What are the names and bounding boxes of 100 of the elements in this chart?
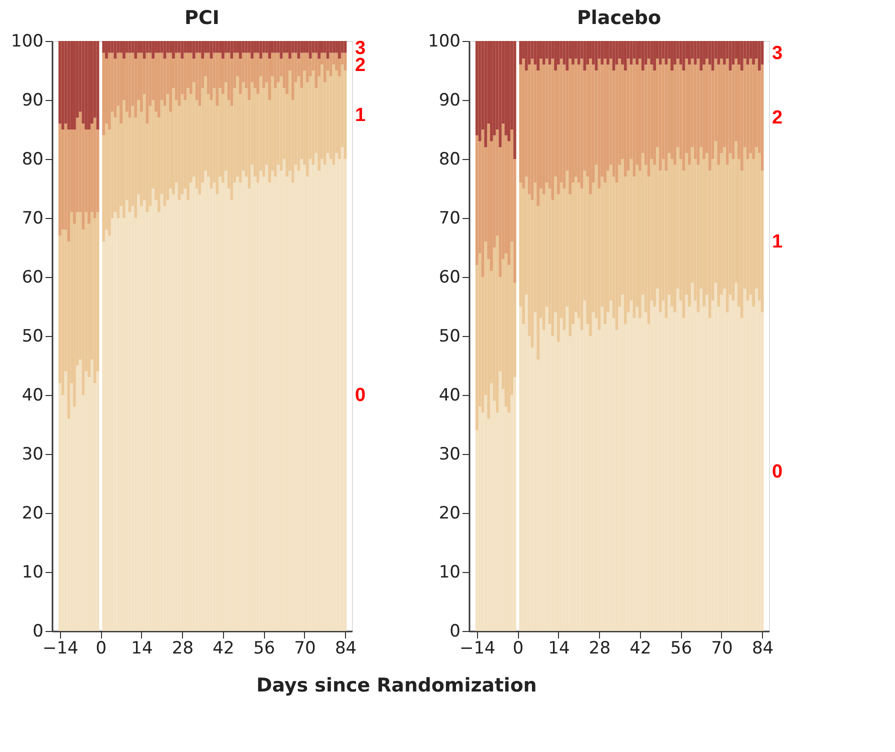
bar — [740, 41, 744, 70]
bar — [230, 41, 234, 59]
bar — [222, 41, 224, 59]
y-tick-label: 0 — [32, 622, 44, 642]
bar — [577, 41, 580, 65]
bar — [172, 88, 175, 194]
x-tick-label: 42 — [212, 638, 234, 658]
y-tick-label: 100 — [11, 32, 44, 52]
bar — [184, 52, 187, 100]
bar — [286, 52, 288, 94]
bar — [484, 41, 488, 148]
bar — [102, 52, 106, 136]
y-tick-label: 0 — [450, 622, 460, 642]
bar — [746, 41, 750, 65]
bar — [122, 100, 126, 218]
y-tick-label: 100 — [428, 32, 460, 52]
x-tick-label: 14 — [548, 638, 570, 658]
y-tick-label: 80 — [22, 150, 44, 170]
x-tick-label: 0 — [96, 638, 107, 658]
bar — [93, 118, 96, 218]
x-axis-title: Days since Randomization — [256, 674, 537, 696]
bar — [653, 41, 656, 70]
bar — [189, 52, 192, 94]
bar — [314, 52, 318, 88]
bar — [600, 41, 604, 65]
bar — [134, 41, 138, 59]
bar — [122, 41, 126, 59]
bar — [641, 41, 644, 70]
bar — [216, 52, 219, 106]
bar — [280, 76, 283, 171]
bar — [624, 41, 627, 70]
bar — [670, 41, 674, 70]
y-tick-label: 60 — [438, 268, 460, 288]
bar — [332, 41, 336, 53]
x-tick-label: 28 — [172, 638, 194, 658]
bar — [542, 41, 546, 65]
y-tick-label: 40 — [438, 386, 460, 406]
bar — [67, 41, 70, 130]
bar — [536, 41, 540, 70]
y-tick-label: 20 — [438, 504, 460, 524]
x-tick-label: 42 — [630, 638, 652, 658]
bar — [105, 41, 108, 59]
chart-title: Placebo — [576, 7, 662, 29]
y-tick-label: 70 — [438, 208, 460, 228]
bar — [696, 58, 700, 165]
bar — [210, 41, 213, 59]
bar — [268, 41, 271, 59]
bar — [554, 41, 557, 70]
y-tick-label: 90 — [22, 90, 44, 110]
x-tick-label: 84 — [334, 638, 357, 658]
x-tick-label: 56 — [670, 638, 692, 658]
bar — [186, 88, 190, 200]
bar — [478, 41, 482, 142]
y-tick-label: 50 — [438, 326, 460, 346]
bar — [632, 58, 636, 177]
bar — [726, 58, 729, 165]
bar — [248, 52, 251, 100]
x-tick-label: 84 — [752, 638, 774, 658]
y-tick-label: 40 — [22, 386, 44, 406]
bar — [152, 41, 155, 59]
bar — [259, 41, 262, 59]
y-tick-label: 20 — [22, 504, 44, 524]
bar — [198, 52, 202, 106]
x-tick-label: 28 — [588, 638, 611, 658]
x-tick-label: 0 — [512, 638, 524, 658]
bar — [658, 41, 662, 65]
bar — [192, 41, 196, 59]
bar — [306, 52, 309, 82]
bar — [583, 41, 586, 70]
bar — [647, 58, 650, 177]
bar — [297, 41, 300, 59]
bar — [329, 52, 332, 76]
bar — [566, 41, 569, 70]
bar — [84, 41, 88, 130]
bar — [318, 41, 320, 59]
bar — [116, 106, 120, 218]
bar — [323, 52, 326, 82]
y-tick-label: 80 — [438, 150, 460, 170]
bar — [507, 41, 510, 142]
bar — [717, 41, 720, 65]
bar — [201, 41, 204, 59]
bar — [157, 52, 160, 118]
bar — [280, 41, 283, 59]
y-tick-label: 10 — [438, 562, 460, 582]
bar — [308, 41, 312, 59]
y-tick-label: 30 — [438, 444, 460, 464]
y-tick-label: 90 — [438, 90, 460, 110]
bar — [274, 41, 277, 53]
y-tick-label: 30 — [22, 444, 44, 464]
bar — [238, 41, 242, 59]
series-label: 1 — [772, 232, 783, 253]
bar — [636, 41, 638, 65]
bar — [216, 41, 219, 53]
bar — [551, 58, 554, 200]
bar — [274, 52, 277, 88]
series-label: 0 — [772, 462, 783, 483]
series-label: 3 — [772, 42, 783, 64]
bar — [664, 41, 668, 65]
bar — [291, 52, 294, 100]
bar — [606, 41, 610, 65]
